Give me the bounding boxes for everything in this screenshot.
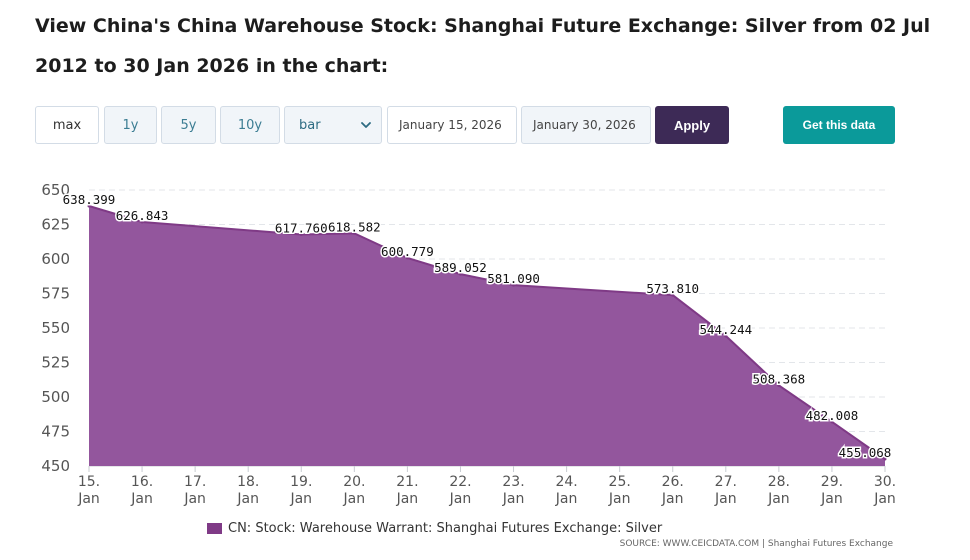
y-tick-label: 600 xyxy=(41,250,70,268)
data-label: 618.582 xyxy=(328,219,381,234)
x-tick-label: 29. Jan xyxy=(820,474,843,507)
x-tick-label: 15. Jan xyxy=(77,474,100,507)
y-tick-label: 500 xyxy=(41,388,70,406)
x-tick-label: 18. Jan xyxy=(236,474,259,507)
data-label: 638.399 xyxy=(63,192,116,207)
apply-button[interactable]: Apply xyxy=(655,106,729,144)
y-tick-label: 575 xyxy=(41,285,70,303)
chart-type-select[interactable]: bar xyxy=(284,106,382,144)
y-tick-label: 550 xyxy=(41,319,70,337)
chart-plot: 450 475 500 525 550 575 600 625 650 15. Jan 16. Jan… xyxy=(41,181,896,507)
y-tick-label: 450 xyxy=(41,457,70,475)
y-tick-label: 475 xyxy=(41,423,70,441)
data-point[interactable] xyxy=(458,272,462,276)
range-max-button[interactable]: max xyxy=(35,106,99,144)
x-tick-label: 30. Jan xyxy=(873,474,896,507)
data-label: 573.810 xyxy=(646,281,699,296)
data-label: 617.760 xyxy=(275,220,328,235)
data-point[interactable] xyxy=(724,334,728,338)
chevron-down-icon xyxy=(361,122,371,128)
legend-swatch xyxy=(207,523,222,534)
area-series xyxy=(87,204,887,466)
data-label: 581.090 xyxy=(487,271,540,286)
y-tick-label: 525 xyxy=(41,354,70,372)
data-point[interactable] xyxy=(883,457,887,461)
data-point[interactable] xyxy=(830,420,834,424)
y-tick-label: 625 xyxy=(41,216,70,234)
area-fill xyxy=(89,206,885,466)
get-this-data-button[interactable]: Get this data xyxy=(783,106,895,144)
data-point[interactable] xyxy=(87,204,91,208)
data-point[interactable] xyxy=(299,232,303,236)
end-date-input[interactable]: January 30, 2026 xyxy=(521,106,651,144)
x-tick-label: 22. Jan xyxy=(449,474,472,507)
legend[interactable]: CN: Stock: Warehouse Warrant: Shanghai F… xyxy=(207,521,662,536)
x-tick-label: 16. Jan xyxy=(130,474,153,507)
legend-label: CN: Stock: Warehouse Warrant: Shanghai F… xyxy=(228,521,663,536)
x-tick-label: 25. Jan xyxy=(608,474,631,507)
y-axis: 450 475 500 525 550 575 600 625 650 xyxy=(41,181,70,475)
data-point[interactable] xyxy=(671,293,675,297)
x-tick-label: 28. Jan xyxy=(767,474,790,507)
x-tick-label: 24. Jan xyxy=(555,474,578,507)
x-tick-label: 23. Jan xyxy=(502,474,525,507)
data-point[interactable] xyxy=(352,231,356,235)
data-point[interactable] xyxy=(777,383,781,387)
x-tick-label: 20. Jan xyxy=(343,474,366,507)
data-label: 626.843 xyxy=(116,208,169,223)
x-tick-label: 21. Jan xyxy=(396,474,419,507)
data-point[interactable] xyxy=(405,256,409,260)
x-tick-label: 17. Jan xyxy=(183,474,206,507)
start-date-input[interactable]: January 15, 2026 xyxy=(387,106,517,144)
data-point[interactable] xyxy=(140,220,144,224)
page-title: View China's China Warehouse Stock: Shan… xyxy=(35,15,931,77)
range-5y-button[interactable]: 5y xyxy=(161,106,216,144)
y-tick-label: 650 xyxy=(41,181,70,199)
data-label: 508.368 xyxy=(753,371,806,386)
x-tick-label: 27. Jan xyxy=(714,474,737,507)
data-label: 544.244 xyxy=(699,322,752,337)
x-axis: 15. Jan 16. Jan 17. Jan 18. Jan 19. Jan 20. Jan 21. J… xyxy=(77,466,896,507)
data-label: 589.052 xyxy=(434,260,487,275)
data-label: 455.068 xyxy=(839,445,892,460)
range-10y-button[interactable]: 10y xyxy=(220,106,280,144)
range-1y-button[interactable]: 1y xyxy=(104,106,157,144)
x-tick-label: 26. Jan xyxy=(661,474,684,507)
series-line xyxy=(88,205,886,460)
data-label: 600.779 xyxy=(381,244,434,259)
x-tick-label: 19. Jan xyxy=(289,474,312,507)
data-label: 482.008 xyxy=(806,408,859,423)
chart-type-value: bar xyxy=(299,117,321,133)
source-note: SOURCE: WWW.CEICDATA.COM | Shanghai Futu… xyxy=(619,539,893,549)
data-point[interactable] xyxy=(512,283,516,287)
